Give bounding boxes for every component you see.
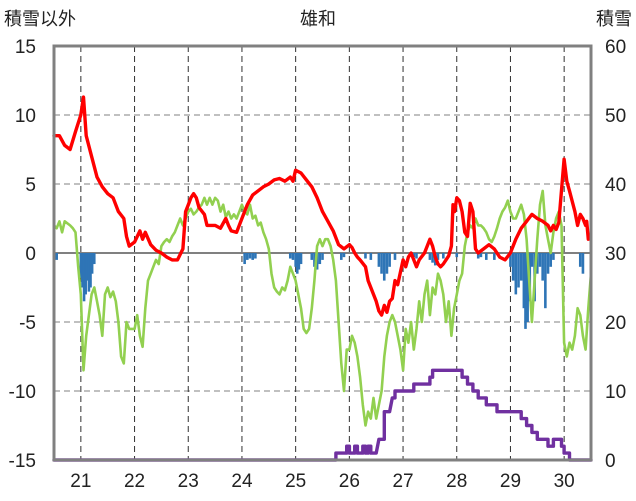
- right-tick-label: 20: [605, 313, 626, 334]
- left-tick-label: 15: [15, 37, 36, 58]
- precip-bar: [369, 253, 373, 260]
- precip-bar: [442, 253, 445, 259]
- precip-bar: [380, 253, 383, 274]
- precip-bar: [294, 253, 297, 267]
- precip-bar: [412, 253, 416, 258]
- precip-bar: [82, 253, 86, 302]
- chart-title: 雄和: [300, 9, 336, 30]
- x-tick-label: 26: [339, 471, 360, 492]
- x-tick-label: 27: [392, 471, 413, 492]
- precip-bar: [246, 253, 249, 260]
- precip-bar: [339, 253, 343, 260]
- green-series-line: [52, 189, 593, 427]
- precip-bar: [581, 253, 585, 274]
- left-tick-label: -10: [9, 382, 36, 403]
- left-tick-label: -5: [19, 313, 36, 334]
- precip-bar: [541, 253, 544, 281]
- precip-bar: [455, 253, 459, 258]
- precip-bar: [519, 253, 523, 281]
- precip-bar: [288, 253, 292, 259]
- precip-bar: [92, 253, 96, 265]
- precip-bar: [342, 253, 346, 258]
- precip-bar: [476, 253, 480, 259]
- precip-bar: [436, 253, 440, 260]
- precip-bar: [522, 253, 526, 309]
- right-axis-title: 積雪: [596, 9, 632, 30]
- precip-bar: [81, 253, 84, 288]
- left-tick-label: 0: [25, 244, 36, 265]
- precip-bar: [546, 253, 550, 274]
- right-tick-label: 40: [605, 175, 626, 196]
- x-tick-label: 23: [178, 471, 199, 492]
- line-layer: [52, 95, 593, 462]
- x-tick-label: 24: [231, 471, 253, 492]
- precip-bar: [415, 253, 418, 259]
- precip-bar: [514, 253, 518, 295]
- precip-bar: [382, 253, 386, 281]
- precip-bar: [493, 253, 496, 260]
- right-tick-label: 60: [605, 37, 626, 58]
- precip-bar: [321, 253, 324, 260]
- precip-bar: [530, 253, 534, 267]
- right-tick-label: 50: [605, 106, 626, 127]
- precip-bar: [385, 253, 389, 274]
- right-tick-label: 0: [605, 451, 616, 472]
- precip-bar: [90, 253, 94, 274]
- precip-bar: [578, 253, 582, 267]
- precip-bar: [89, 253, 92, 288]
- precip-bar: [254, 253, 257, 259]
- precip-bar: [84, 253, 87, 295]
- right-tick-label: 30: [605, 244, 626, 265]
- precip-bar: [251, 253, 254, 260]
- precip-bar: [509, 253, 512, 267]
- precip-bar: [431, 253, 434, 263]
- precip-bar: [484, 253, 488, 260]
- x-tick-label: 21: [70, 471, 91, 492]
- precip-bar: [393, 253, 397, 260]
- precip-bar: [313, 253, 316, 267]
- precip-bar: [479, 253, 483, 258]
- precip-bar: [243, 253, 246, 265]
- precip-bar: [524, 253, 527, 329]
- left-axis-title: 積雪以外: [4, 9, 76, 30]
- precip-bar: [299, 253, 303, 265]
- plot-frame: [52, 44, 593, 462]
- precip-bar: [544, 253, 547, 309]
- precip-bar: [388, 253, 391, 267]
- precip-bar: [428, 253, 432, 260]
- precip-bar: [85, 253, 89, 281]
- precip-bar: [318, 253, 322, 265]
- x-tick-label: 22: [124, 471, 145, 492]
- precip-bar: [297, 253, 301, 270]
- x-tick-label: 28: [446, 471, 467, 492]
- x-tick-label: 30: [554, 471, 575, 492]
- precip-bar: [79, 253, 83, 278]
- precip-bar: [536, 253, 539, 274]
- precip-bar: [291, 253, 295, 260]
- left-tick-label: 5: [25, 175, 36, 196]
- precip-bar: [310, 253, 314, 260]
- precip-bar: [295, 253, 299, 274]
- x-tick-label: 29: [500, 471, 521, 492]
- precip-bar: [87, 253, 91, 292]
- precip-bar: [526, 253, 529, 322]
- precip-bar: [517, 253, 520, 288]
- right-tick-label: 10: [605, 382, 626, 403]
- left-tick-label: -15: [9, 451, 36, 472]
- red-series-line: [52, 95, 590, 317]
- x-tick-label: 25: [285, 471, 306, 492]
- precip-bar: [552, 253, 555, 260]
- precip-bar: [248, 253, 252, 259]
- left-tick-label: 10: [15, 106, 36, 127]
- precip-bar: [511, 253, 515, 281]
- precip-bar: [538, 253, 542, 267]
- purple-snow-line: [52, 368, 593, 462]
- precip-bar: [377, 253, 381, 267]
- precip-bar: [549, 253, 553, 267]
- precip-bar: [55, 253, 58, 260]
- precip-bar: [364, 253, 367, 259]
